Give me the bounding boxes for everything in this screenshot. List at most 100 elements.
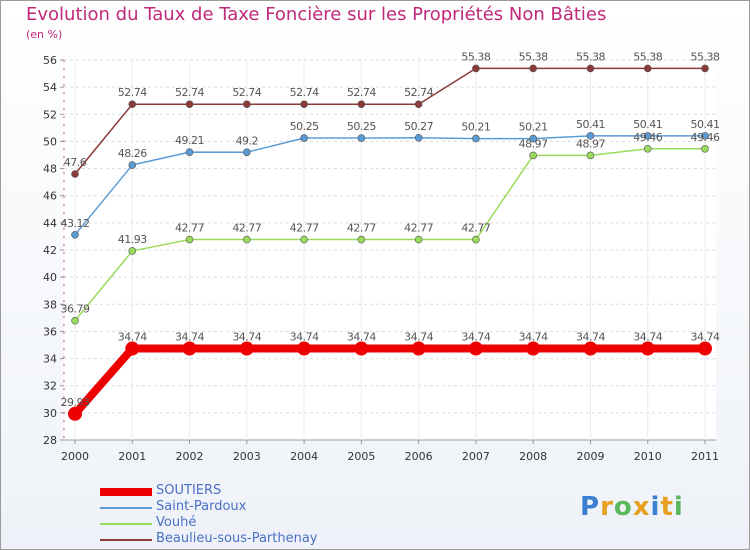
data-label: 50.21 [461,121,490,134]
data-point [643,144,652,153]
data-label: 34.74 [118,331,147,344]
data-label: 48.26 [118,147,147,160]
logo-letter: i [650,492,661,522]
series-line [74,148,705,322]
data-point [125,341,140,356]
data-point [414,100,423,109]
data-label: 50.25 [290,120,319,133]
data-point [640,341,655,356]
y-tick-label: 54 [43,81,57,94]
legend-swatch-beaulieu [100,539,152,541]
legend-label-soutiers: SOUTIERS [156,483,222,498]
data-point [354,341,369,356]
series-line [71,344,705,417]
data-point [128,100,137,109]
x-tick-label: 2001 [118,450,146,463]
data-label: 52.74 [404,86,433,99]
data-label: 49.2 [236,134,259,147]
data-point [586,132,595,140]
data-point [243,148,251,157]
data-point [586,64,595,73]
data-label: 42.77 [461,222,490,235]
data-label: 48.97 [519,137,548,150]
data-label: 34.74 [347,331,376,344]
data-point [357,235,366,244]
data-point [71,170,79,178]
y-tick-label: 36 [43,325,57,338]
series-line [74,135,705,236]
data-label: 42.77 [404,222,433,235]
series-line [74,67,705,175]
data-label: 50.41 [576,118,605,131]
data-label: 52.74 [175,86,204,99]
data-label: 55.38 [519,50,548,63]
data-point [182,341,197,356]
data-label: 34.74 [232,331,261,344]
y-tick-label: 28 [43,434,57,447]
data-label: 52.74 [347,86,376,99]
data-point [239,341,254,356]
data-label: 52.74 [290,86,319,99]
x-tick-label: 2007 [462,450,490,463]
data-point [472,235,480,244]
proxiti-logo: Proxiti [580,492,684,522]
data-point [468,341,483,356]
data-label: 42.77 [232,222,261,235]
y-tick-label: 40 [43,271,57,284]
data-point [128,247,137,255]
data-point [357,134,366,142]
logo-letter: i [673,492,684,522]
data-label: 52.74 [118,86,147,99]
data-point [243,235,251,244]
legend-swatch-vouhe [100,523,152,525]
data-label: 55.38 [633,50,662,63]
y-tick-label: 52 [43,108,57,121]
data-label: 47.6 [64,156,87,169]
data-label: 50.41 [691,118,720,131]
data-label: 34.74 [633,331,662,344]
logo-letter: x [632,492,651,522]
data-point [71,231,79,239]
data-point [185,100,194,109]
data-point [128,161,137,169]
data-point [643,64,652,73]
data-point [698,341,712,356]
data-label: 49.21 [175,134,204,147]
logo-letter: o [613,492,633,522]
data-label: 49.46 [691,131,720,144]
legend-label-beaulieu: Beaulieu-sous-Parthenay [156,531,318,546]
data-point [529,64,537,73]
y-tick-label: 30 [43,407,57,420]
x-tick-label: 2009 [576,450,604,463]
x-tick-label: 2002 [176,450,204,463]
chart-title: Evolution du Taux de Taxe Foncière sur l… [26,4,607,25]
data-label: 41.93 [118,233,147,246]
data-point [472,64,480,73]
logo-letter: P [580,492,601,522]
y-tick-label: 42 [43,244,57,257]
x-tick-label: 2004 [290,450,318,463]
data-label: 34.74 [691,331,720,344]
x-tick-label: 2008 [519,450,547,463]
data-point [300,134,308,142]
data-label: 49.46 [633,131,662,144]
data-point [414,235,423,244]
x-tick-label: 2011 [691,450,719,463]
y-tick-label: 32 [43,380,57,393]
data-point [300,100,308,109]
data-label: 55.38 [691,50,720,63]
data-point [71,316,79,325]
legend-swatch-saint-pardoux [100,507,152,509]
data-label: 36.79 [61,303,90,316]
legend-item-soutiers: SOUTIERS [100,483,360,500]
legend-label-vouhe: Vouhé [156,515,197,530]
data-label: 55.38 [461,50,490,63]
logo-letter: t [660,492,674,522]
data-label: 42.77 [175,222,204,235]
y-tick-label: 48 [43,163,57,176]
data-point [68,406,82,421]
data-label: 34.74 [461,331,490,344]
y-tick-label: 44 [43,217,57,230]
legend-item-beaulieu: Beaulieu-sous-Parthenay [100,531,360,548]
